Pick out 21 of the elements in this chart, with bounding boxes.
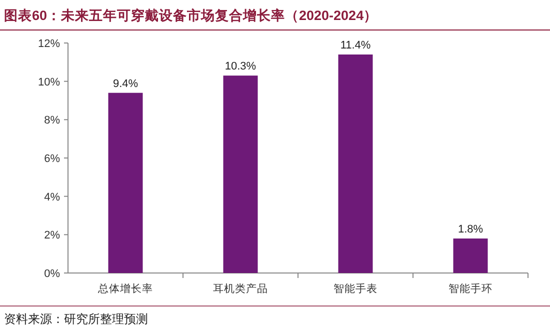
bar [338,54,373,273]
y-tick-label: 2% [44,230,60,242]
data-label: 9.4% [112,78,138,90]
y-tick-label: 10% [38,76,60,88]
x-tick-label: 耳机类产品 [213,282,268,295]
text: 资料来源：研究所整理预测 [4,312,148,326]
data-label: 10.3% [224,60,256,73]
y-tick-label: 12% [38,38,60,50]
x-tick-label: 智能手环 [448,282,492,295]
bar [223,76,258,273]
y-tick-label: 8% [44,114,60,127]
x-tick-label: 总体增长率 [97,282,153,295]
bar [108,92,143,273]
bar [453,238,488,273]
y-tick-label: 4% [44,191,60,204]
data-label: 1.8% [458,224,484,236]
chart-title: 图表60：未来五年可穿戴设备市场复合增长率（2020-2024） [4,7,378,23]
y-tick-label: 6% [44,153,60,165]
data-label: 11.4% [340,40,371,52]
y-tick-label: 0% [44,268,60,280]
x-tick-label: 智能手表 [334,282,378,295]
